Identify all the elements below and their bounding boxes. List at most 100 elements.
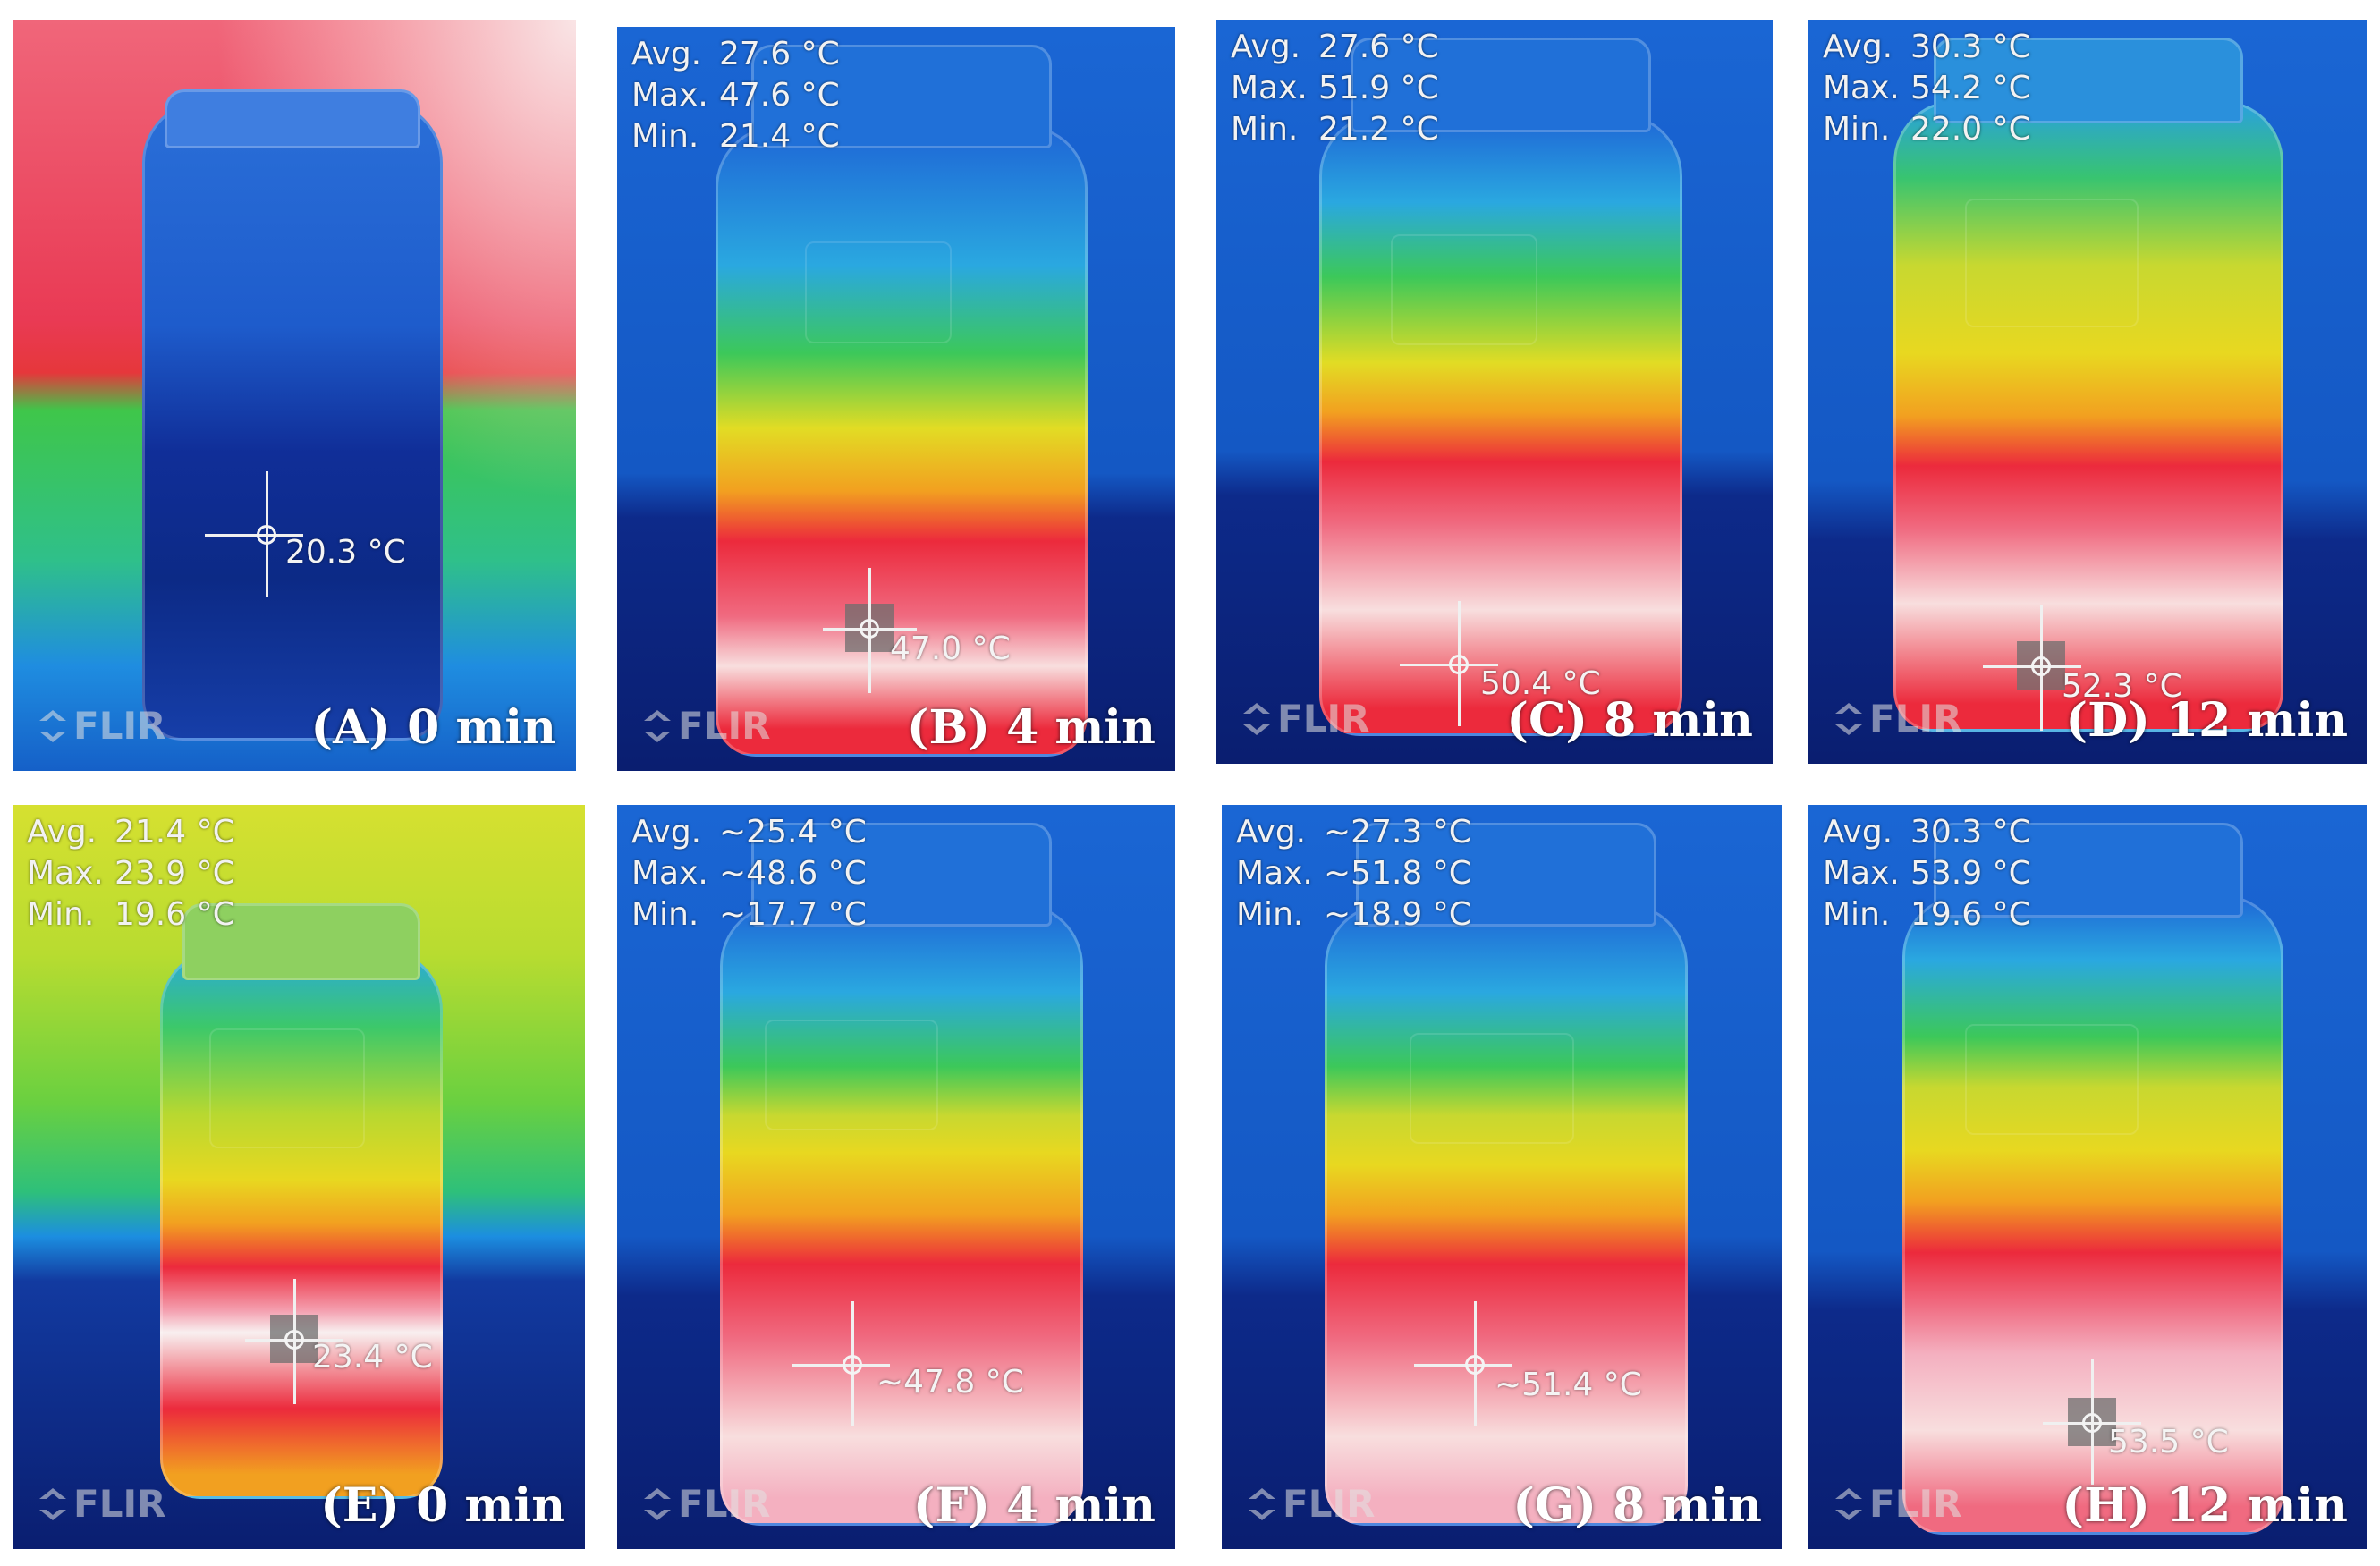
thermal-panel-c: Avg. 27.6 °C Max. 51.9 °C Min. 21.2 °C 50.4… [1216, 20, 1773, 764]
crosshair-center [2031, 656, 2051, 676]
thermal-panel-h: Avg. 30.3 °C Max. 53.9 °C Min. 19.6 °C 53.5… [1808, 805, 2367, 1549]
flir-logo-icon [1243, 702, 1270, 735]
spot-temperature: 47.0 °C [890, 631, 1011, 667]
flir-logo-icon [1835, 1487, 1862, 1520]
min-value: 19.6 °C [114, 896, 235, 933]
thermal-panel-g: Avg. ~27.3 °C Max. ~51.8 °C Min. ~18.9 °C ~… [1222, 805, 1782, 1549]
spot-temperature: 52.3 °C [2062, 668, 2182, 705]
jar-label [209, 1028, 365, 1148]
panel-caption: (G) 8 min [1512, 1478, 1762, 1533]
max-value: 54.2 °C [1910, 70, 2031, 106]
jar-label [765, 1020, 938, 1130]
crosshair-center [1449, 655, 1469, 674]
panel-caption: (D) 12 min [2065, 693, 2348, 748]
min-value: 21.2 °C [1318, 111, 1439, 148]
avg-label: Avg. [631, 814, 702, 851]
spot-temperature: 53.5 °C [2108, 1424, 2229, 1460]
temperature-stats: Avg. 30.3 °C Max. 53.9 °C Min. 19.6 °C [1823, 812, 2031, 935]
jar-neck [751, 823, 1052, 927]
crosshair-horizontal [792, 1364, 890, 1367]
thermal-panel-e: Avg. 21.4 °C Max. 23.9 °C Min. 19.6 °C 23.4… [13, 805, 585, 1549]
min-label: Min. [1823, 896, 1891, 933]
flir-logo: FLIR [38, 704, 165, 748]
crosshair-center [2082, 1413, 2102, 1433]
min-value: ~17.7 °C [719, 896, 867, 933]
avg-value: 30.3 °C [1910, 814, 2031, 851]
flir-logo: FLIR [642, 1482, 770, 1526]
jar-neck [1356, 823, 1656, 927]
crosshair-center [1465, 1355, 1485, 1375]
flir-logo: FLIR [642, 704, 770, 748]
avg-label: Avg. [1236, 814, 1307, 851]
temperature-stats: Avg. 27.6 °C Max. 47.6 °C Min. 21.4 °C [631, 34, 840, 157]
flir-logo-text: FLIR [1283, 1482, 1376, 1526]
jar-outline [1893, 100, 2283, 732]
flir-logo-icon [39, 709, 66, 742]
flir-logo-icon [1835, 702, 1862, 735]
flir-logo-icon [644, 709, 671, 742]
min-label: Min. [27, 896, 95, 933]
min-label: Min. [631, 118, 699, 155]
panel-caption: (H) 12 min [2062, 1478, 2349, 1533]
temperature-stats: Avg. ~25.4 °C Max. ~48.6 °C Min. ~17.7 °C [631, 812, 867, 935]
thermal-panel-a: 20.3 °C FLIR (A) 0 min [13, 20, 576, 771]
crosshair-center [284, 1330, 304, 1350]
max-value: 51.9 °C [1318, 70, 1439, 106]
min-value: 21.4 °C [719, 118, 840, 155]
min-value: 19.6 °C [1910, 896, 2031, 933]
thermal-panel-f: Avg. ~25.4 °C Max. ~48.6 °C Min. ~17.7 °C ~… [617, 805, 1175, 1549]
flir-logo: FLIR [1834, 697, 1961, 741]
min-label: Min. [1236, 896, 1304, 933]
flir-logo-text: FLIR [1869, 697, 1962, 741]
avg-value: 30.3 °C [1910, 29, 2031, 65]
avg-value: 21.4 °C [114, 814, 235, 851]
spot-temperature: 20.3 °C [285, 534, 406, 571]
flir-logo-text: FLIR [1277, 697, 1370, 741]
max-value: 23.9 °C [114, 855, 235, 892]
flir-logo-icon [1249, 1487, 1275, 1520]
min-value: 22.0 °C [1910, 111, 2031, 148]
flir-logo-icon [39, 1487, 66, 1520]
jar-neck [1351, 38, 1651, 132]
panel-caption: (E) 0 min [320, 1478, 565, 1533]
max-label: Max. [1231, 70, 1308, 106]
temperature-stats: Avg. 21.4 °C Max. 23.9 °C Min. 19.6 °C [27, 812, 235, 935]
max-value: ~51.8 °C [1324, 855, 1471, 892]
max-value: ~48.6 °C [719, 855, 867, 892]
jar-label [1410, 1033, 1574, 1144]
jar-neck [165, 89, 420, 148]
max-label: Max. [27, 855, 104, 892]
avg-value: ~27.3 °C [1324, 814, 1471, 851]
max-value: 47.6 °C [719, 77, 840, 114]
spot-temperature: ~47.8 °C [877, 1364, 1024, 1401]
jar-label [1965, 1024, 2139, 1135]
jar-outline [142, 100, 443, 741]
avg-label: Avg. [1823, 29, 1893, 65]
spot-temperature: ~51.4 °C [1495, 1367, 1642, 1403]
panel-caption: (B) 4 min [906, 700, 1156, 755]
avg-value: ~25.4 °C [719, 814, 867, 851]
flir-logo: FLIR [1241, 697, 1369, 741]
jar-outline [160, 948, 443, 1499]
max-label: Max. [631, 77, 708, 114]
jar-neck [751, 45, 1052, 148]
flir-logo-icon [644, 1487, 671, 1520]
flir-logo: FLIR [1834, 1482, 1961, 1526]
spot-temperature: 23.4 °C [312, 1339, 433, 1376]
panel-caption: (A) 0 min [310, 700, 556, 755]
flir-logo: FLIR [1247, 1482, 1375, 1526]
temperature-stats: Avg. 27.6 °C Max. 51.9 °C Min. 21.2 °C [1231, 27, 1439, 150]
avg-value: 27.6 °C [1318, 29, 1439, 65]
jar-outline [716, 125, 1088, 757]
jar-outline [1325, 903, 1688, 1526]
flir-logo-text: FLIR [73, 704, 166, 748]
jar-outline [720, 903, 1083, 1526]
max-value: 53.9 °C [1910, 855, 2031, 892]
thermal-panel-b: Avg. 27.6 °C Max. 47.6 °C Min. 21.4 °C 47.0… [617, 27, 1175, 771]
jar-neck [1934, 823, 2243, 918]
jar-neck [182, 903, 420, 980]
jar-label [805, 241, 952, 343]
temperature-stats: Avg. 30.3 °C Max. 54.2 °C Min. 22.0 °C [1823, 27, 2031, 150]
jar-label [1391, 234, 1537, 345]
thermal-panel-d: Avg. 30.3 °C Max. 54.2 °C Min. 22.0 °C 52.3… [1808, 20, 2367, 764]
